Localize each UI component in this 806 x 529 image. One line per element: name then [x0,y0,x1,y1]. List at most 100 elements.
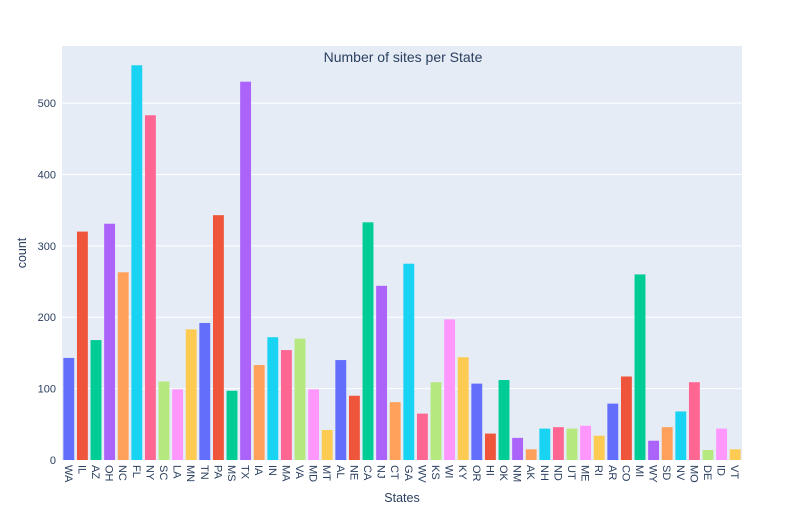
bar-ne[interactable] [348,395,360,460]
x-tick-label-ma: MA [279,465,291,482]
x-tick-label-ne: NE [347,465,359,480]
bar-nc[interactable] [117,272,129,460]
bar-oh[interactable] [104,223,116,460]
x-tick-label-me: ME [579,465,591,482]
bar-de[interactable] [702,450,714,460]
x-tick-label-ny: NY [143,465,155,481]
x-tick-label-id: ID [715,465,727,476]
x-tick-label-nc: NC [116,465,128,481]
x-tick-label-ks: KS [429,465,441,480]
chart-title: Number of sites per State [324,49,483,65]
y-axis-label: count [15,237,29,268]
bar-ri[interactable] [593,435,605,460]
bar-id[interactable] [716,428,728,460]
bar-fl[interactable] [131,65,143,461]
x-tick-label-md: MD [307,465,319,482]
x-tick-label-mo: MO [687,465,699,483]
bar-tn[interactable] [199,322,211,460]
bar-mn[interactable] [185,329,197,460]
bar-wi[interactable] [444,319,456,460]
bar-md[interactable] [308,389,320,460]
bar-wy[interactable] [648,440,660,460]
x-tick-label-il: IL [75,465,87,474]
x-tick-label-ak: AK [524,465,536,480]
bars [63,65,741,461]
bar-ct[interactable] [389,402,401,460]
x-tick-label-wy: WY [647,465,659,483]
bar-sd[interactable] [661,427,673,460]
bar-la[interactable] [172,389,184,460]
bar-ny[interactable] [144,115,156,461]
bar-sc[interactable] [158,381,170,460]
x-tick-label-tx: TX [239,465,251,480]
bar-nv[interactable] [675,411,687,460]
bar-nd[interactable] [552,427,564,460]
bar-ca[interactable] [362,222,374,460]
x-tick-label-ut: UT [565,465,577,480]
bar-al[interactable] [335,360,347,460]
x-tick-label-va: VA [293,465,305,480]
bar-mo[interactable] [688,382,700,460]
bar-wv[interactable] [416,413,428,460]
bar-hi[interactable] [484,433,496,460]
bar-nh[interactable] [539,428,551,460]
bar-il[interactable] [76,231,88,460]
x-tick-label-mn: MN [184,465,196,482]
x-tick-label-ri: RI [592,465,604,476]
bar-in[interactable] [267,337,279,460]
x-tick-label-ca: CA [361,465,373,481]
bar-ok[interactable] [498,380,510,460]
y-tick-labels: 0 100 200 300 400 500 [38,98,56,467]
bar-ma[interactable] [280,350,292,460]
bar-ut[interactable] [566,428,578,460]
x-tick-label-de: DE [701,465,713,480]
bar-mt[interactable] [321,430,333,460]
x-tick-label-mt: MT [320,465,332,481]
x-tick-label-ok: OK [497,465,509,482]
bar-vt[interactable] [729,449,741,460]
y-tick-label: 100 [38,384,56,396]
bar-co[interactable] [620,376,632,460]
x-tick-label-sd: SD [660,465,672,480]
x-tick-label-wi: WI [443,465,455,478]
bar-ms[interactable] [226,390,238,460]
bar-nm[interactable] [512,437,524,460]
x-tick-label-la: LA [171,465,183,479]
bar-mi[interactable] [634,274,646,460]
y-tick-label: 300 [38,241,56,253]
x-tick-label-wv: WV [415,465,427,483]
y-tick-label: 200 [38,312,56,324]
bar-or[interactable] [471,383,483,460]
y-tick-label: 0 [50,455,56,467]
bar-ar[interactable] [607,403,619,460]
bar-ky[interactable] [457,357,469,460]
bar-az[interactable] [90,340,102,460]
bar-ks[interactable] [430,382,442,460]
x-tick-label-nv: NV [674,465,686,481]
bar-ak[interactable] [525,449,537,460]
x-tick-labels: WA IL AZ OH NC FL NY SC LA MN TN PA MS TX IA IN MA VA MD MT… [62,465,740,483]
x-tick-label-ar: AR [606,465,618,480]
x-tick-label-az: AZ [89,465,101,479]
x-tick-label-ia: IA [252,465,264,476]
bar-va[interactable] [294,338,306,460]
x-tick-label-or: OR [470,465,482,482]
x-tick-label-vt: VT [728,465,740,479]
x-tick-label-nd: ND [551,465,563,481]
bar-nj[interactable] [376,285,388,460]
bar-wa[interactable] [63,357,75,460]
bar-ia[interactable] [253,365,265,460]
bar-tx[interactable] [240,81,252,461]
x-tick-label-tn: TN [198,465,210,480]
x-tick-label-wa: WA [62,465,74,483]
x-tick-label-al: AL [334,465,346,478]
bar-me[interactable] [580,425,592,460]
x-tick-label-nm: NM [511,465,523,482]
x-tick-label-pa: PA [211,465,223,480]
y-tick-label: 400 [38,169,56,181]
x-axis-label: States [384,491,419,505]
bar-ga[interactable] [403,263,415,460]
bar-pa[interactable] [212,215,224,460]
